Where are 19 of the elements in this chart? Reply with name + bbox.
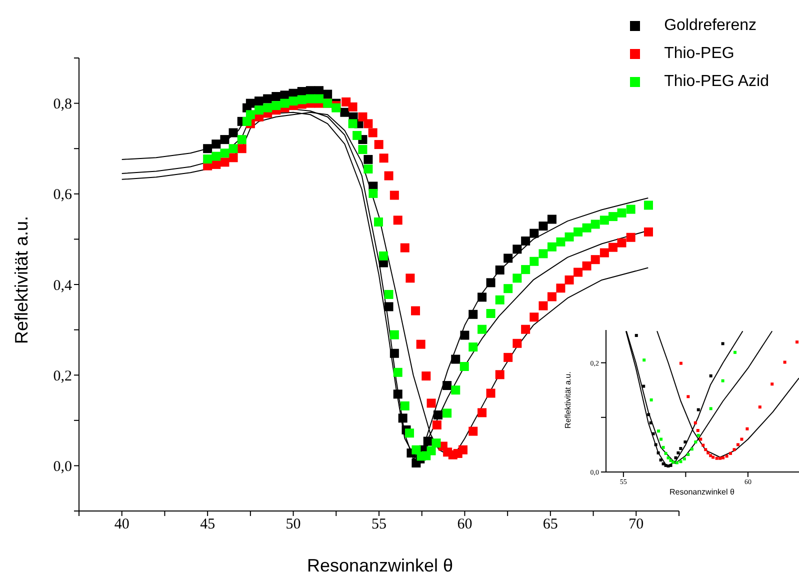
y-tick-label: 0,4 (53, 278, 72, 294)
y-tick-label: 0,2 (53, 368, 72, 384)
y-axis-title: Reflektivität a.u. (564, 372, 572, 428)
x-tick-label: 45 (200, 516, 216, 533)
x-axis-title: Resonanzwinkel θ (306, 556, 454, 576)
x-tick-label: 55 (372, 516, 386, 533)
legend-label: Goldreferenz (664, 17, 757, 35)
y-tick-label: 0,6 (53, 187, 72, 204)
legend-label: Thio-PEG Azid (664, 73, 769, 91)
x-tick-label: 60 (457, 516, 472, 533)
y-tick-label: 0,8 (53, 96, 72, 113)
x-tick-label: 70 (628, 516, 644, 533)
x-tick-label: 50 (286, 516, 301, 533)
x-tick-label: 40 (114, 516, 130, 533)
x-axis-title: Resonanzwinkel θ (670, 488, 734, 496)
y-axis-title: Reflektivität a.u. (12, 216, 32, 344)
y-tick-label: 0,0 (53, 459, 72, 476)
legend-label: Thio-PEG (664, 45, 734, 63)
x-tick-label: 65 (542, 516, 558, 533)
